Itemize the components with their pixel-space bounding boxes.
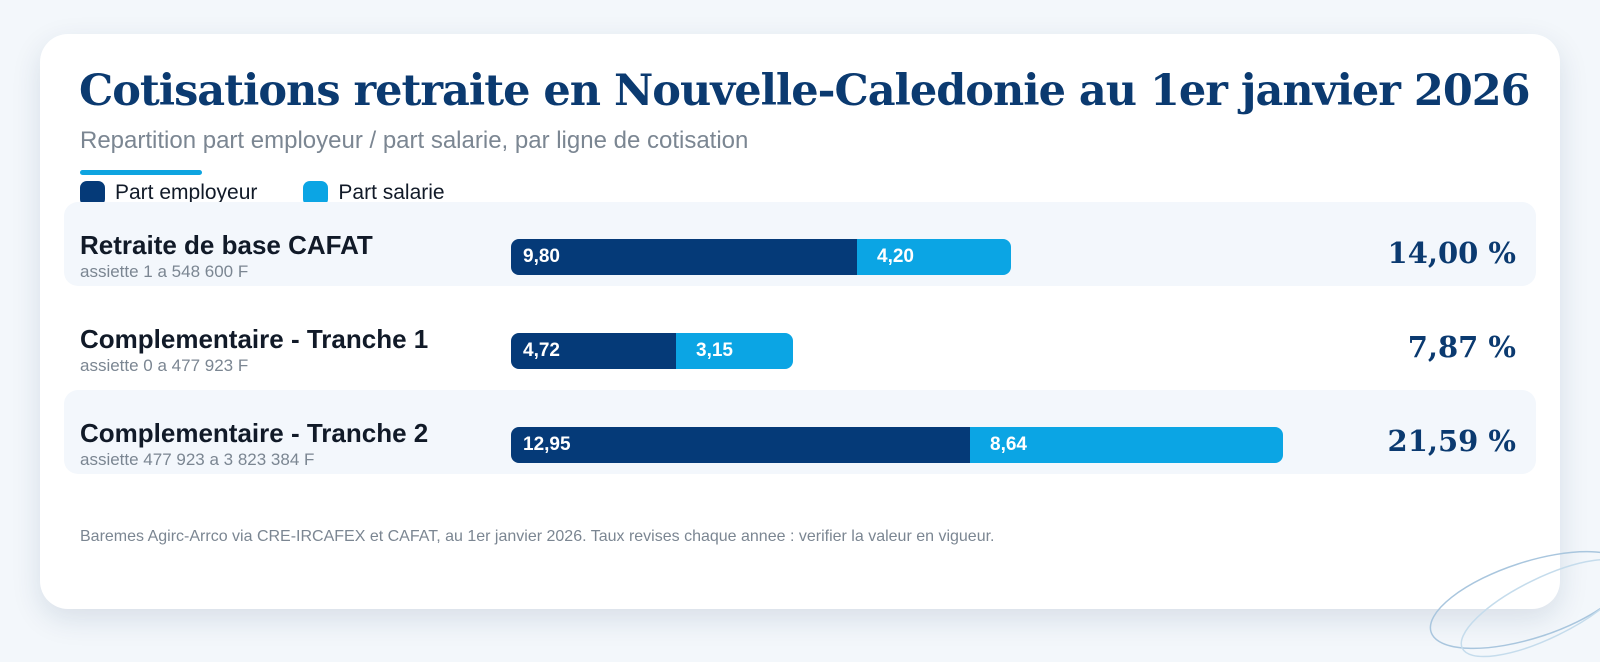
chart-legend: Part employeur Part salarie <box>80 178 445 208</box>
bar-segment-employee: 8,64 <box>970 427 1283 463</box>
chart-subtitle: Repartition part employeur / part salari… <box>80 127 749 154</box>
title-accent-line <box>80 170 202 175</box>
chart-footnote: Baremes Agirc-Arrco via CRE-IRCAFEX et C… <box>80 528 995 545</box>
bar-segment-employer: 4,72 <box>511 333 680 369</box>
bar-row-total: 7,87 % <box>1407 330 1516 364</box>
chart-card: Cotisations retraite en Nouvelle-Caledon… <box>40 34 1560 609</box>
bar-row-label: Complementaire - Tranche 1 <box>80 324 429 354</box>
bar-row-label: Retraite de base CAFAT <box>80 230 373 260</box>
legend-label-employer: Part employeur <box>115 181 258 204</box>
bar-row-total: 21,59 % <box>1387 424 1516 458</box>
bar-row: Complementaire - Tranche 1 assiette 0 a 4… <box>64 296 1536 380</box>
bar-track: 9,80 4,20 <box>511 239 1511 275</box>
legend-swatch-employee <box>303 180 329 206</box>
bar-row-assiette: assiette 1 a 548 600 F <box>80 262 249 281</box>
bar-row-assiette: assiette 477 923 a 3 823 384 F <box>80 450 315 469</box>
bar-row-label: Complementaire - Tranche 2 <box>80 418 429 448</box>
bar-segment-employee: 4,20 <box>857 239 1011 275</box>
legend-label-employee: Part salarie <box>338 181 445 204</box>
decorative-ring-outer <box>1429 550 1600 650</box>
bar-segment-employee: 3,15 <box>676 333 793 369</box>
bar-segment-employer: 12,95 <box>511 427 974 463</box>
bar-track: 4,72 3,15 <box>511 333 1511 369</box>
bar-segment-employer: 9,80 <box>511 239 861 275</box>
decorative-ring-inner <box>1460 558 1600 658</box>
bar-row-assiette: assiette 0 a 477 923 F <box>80 356 249 375</box>
decorative-rings <box>1429 550 1600 658</box>
bar-row: Complementaire - Tranche 2 assiette 477 9… <box>64 390 1536 474</box>
bar-row: Retraite de base CAFAT assiette 1 a 548 6… <box>64 202 1536 286</box>
legend-item-employer: Part employeur <box>80 180 258 206</box>
bar-row-total: 14,00 % <box>1387 236 1516 270</box>
chart-title: Cotisations retraite en Nouvelle-Caledon… <box>79 66 1531 116</box>
legend-swatch-employer <box>80 180 105 206</box>
bar-track: 12,95 8,64 <box>511 427 1511 463</box>
legend-item-employee: Part salarie <box>303 180 445 206</box>
